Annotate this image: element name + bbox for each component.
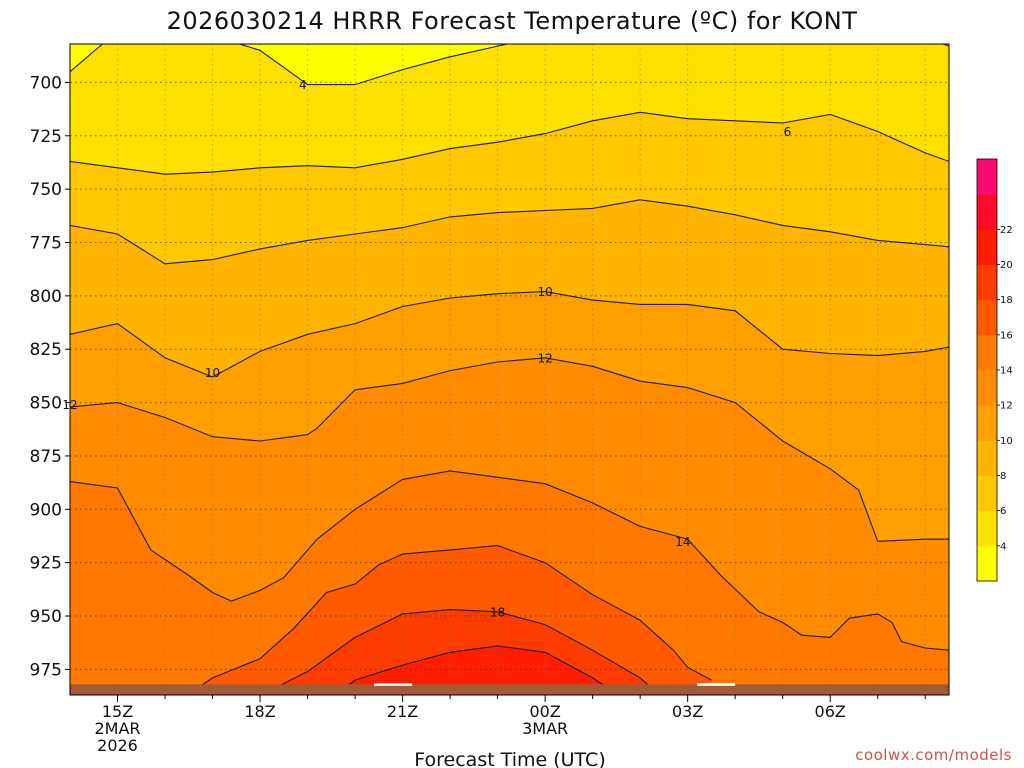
y-tick-label-700: 700 — [30, 73, 62, 93]
colorbar-label-18: 18 — [1000, 295, 1013, 306]
colorbar-swatch-2 — [977, 475, 997, 512]
contour-10 — [70, 291, 949, 378]
colorbar-swatch-11 — [977, 159, 997, 195]
source-credit: coolwx.com/models — [855, 746, 1012, 764]
contour-label-12: 12 — [537, 351, 552, 365]
colorbar-label-22: 22 — [1000, 225, 1013, 236]
contour-label-14: 14 — [675, 535, 690, 549]
fill-band-20 — [340, 645, 612, 695]
grid-lines — [70, 44, 949, 695]
x-tick-label-24-1: 3MAR — [522, 719, 568, 738]
pressure-axis: 700 725 750 775 800 825 850 875 900 925 950 975 — [30, 73, 70, 680]
y-tick-label-850: 850 — [30, 394, 62, 414]
temperature-fill-bands — [70, 44, 949, 695]
x-tick-label-21-0: 21Z — [387, 702, 418, 721]
contour-label-6: 6 — [784, 125, 792, 139]
x-tick-label-30-0: 06Z — [815, 702, 846, 721]
chart-title: 2026030214 HRRR Forecast Temperature (ºC… — [167, 7, 858, 35]
colorbar: 4 6 8 10 12 14 16 18 20 22 — [976, 158, 1013, 582]
contour-16 — [193, 545, 712, 692]
y-tick-label-975: 975 — [30, 660, 62, 680]
colorbar-label-8: 8 — [1000, 471, 1006, 482]
y-tick-label-800: 800 — [30, 287, 62, 307]
y-tick-label-900: 900 — [30, 500, 62, 520]
y-tick-label-925: 925 — [30, 554, 62, 574]
colorbar-swatch-0 — [977, 545, 997, 582]
colorbar-swatch-3 — [977, 440, 997, 476]
y-tick-label-725: 725 — [30, 127, 62, 147]
x-tick-label-15-1: 2MAR — [94, 719, 140, 738]
contour-label-10: 10 — [205, 366, 220, 380]
ground-highlight-0 — [374, 683, 413, 686]
colorbar-swatch-5 — [977, 370, 997, 406]
colorbar-label-10: 10 — [1000, 436, 1013, 447]
colorbar-label-14: 14 — [1000, 366, 1013, 377]
isotherm-contours — [70, 44, 949, 695]
contour-14 — [70, 470, 949, 651]
colorbar-label-16: 16 — [1000, 330, 1013, 341]
contour-12 — [70, 357, 949, 542]
contour-label-10: 10 — [537, 285, 552, 299]
ground-highlight-1 — [697, 683, 736, 686]
colorbar-label-6: 6 — [1000, 506, 1006, 517]
x-tick-label-24-0: 00Z — [529, 702, 560, 721]
colorbar-label-20: 20 — [1000, 260, 1013, 271]
x-tick-label-18-0: 18Z — [244, 702, 275, 721]
y-tick-label-825: 825 — [30, 340, 62, 360]
contour-label-18: 18 — [490, 605, 505, 619]
contour-20 — [340, 645, 613, 692]
y-tick-label-950: 950 — [30, 607, 62, 627]
colorbar-swatch-8 — [977, 264, 997, 301]
ground-surface — [70, 684, 949, 695]
x-tick-label-27-0: 03Z — [672, 702, 703, 721]
contour-6 — [70, 111, 949, 175]
y-tick-label-750: 750 — [30, 180, 62, 200]
contour-18 — [269, 609, 655, 692]
contour-8 — [70, 199, 949, 265]
x-tick-label-15-2: 2026 — [97, 736, 138, 755]
colorbar-label-12: 12 — [1000, 401, 1013, 412]
colorbar-swatch-7 — [977, 299, 997, 336]
plot-frame — [69, 43, 950, 696]
colorbar-swatch-9 — [977, 229, 997, 265]
y-tick-label-875: 875 — [30, 447, 62, 467]
colorbar-swatch-6 — [977, 334, 997, 371]
colorbar-label-4: 4 — [1000, 541, 1006, 552]
x-tick-label-15-0: 15Z — [102, 702, 133, 721]
y-tick-label-775: 775 — [30, 234, 62, 254]
contour-label-4: 4 — [299, 78, 307, 92]
colorbar-swatch-4 — [977, 405, 997, 441]
x-axis-label: Forecast Time (UTC) — [414, 749, 605, 768]
colorbar-swatch-1 — [977, 510, 997, 547]
colorbar-swatch-10 — [977, 194, 997, 230]
